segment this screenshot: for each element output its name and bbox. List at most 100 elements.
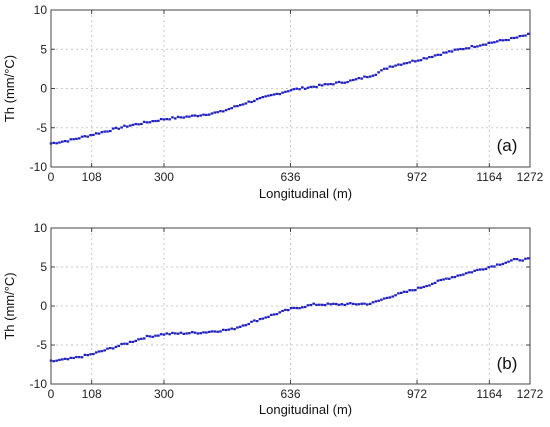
panel-label: (b) — [497, 354, 518, 373]
data-point — [524, 257, 527, 260]
data-point — [380, 298, 383, 301]
data-point — [193, 114, 197, 117]
data-point — [123, 342, 126, 345]
data-point — [55, 359, 58, 362]
data-point — [179, 331, 183, 334]
data-point — [123, 124, 126, 127]
data-point — [190, 331, 194, 334]
data-point — [385, 67, 389, 70]
data-point — [168, 118, 171, 121]
data-point — [142, 120, 146, 123]
data-point — [428, 284, 431, 287]
data-point — [60, 140, 64, 143]
data-point — [185, 115, 188, 118]
y-tick-label: 0 — [40, 82, 47, 96]
data-point — [221, 110, 225, 113]
data-point — [306, 304, 310, 307]
data-point — [207, 330, 211, 334]
data-point — [368, 75, 372, 78]
data-point — [445, 51, 448, 54]
data-point — [318, 83, 321, 86]
data-point — [92, 133, 95, 137]
x-tick-label: 972 — [407, 170, 427, 184]
data-point — [103, 130, 106, 133]
data-point — [202, 113, 205, 116]
data-point — [196, 332, 200, 335]
data-point — [397, 292, 400, 295]
y-tick-label: 10 — [34, 221, 48, 235]
data-point — [216, 330, 219, 333]
data-point — [241, 324, 245, 327]
data-point — [165, 332, 169, 335]
data-point — [332, 83, 335, 86]
data-point — [238, 325, 242, 328]
data-point — [182, 116, 186, 119]
data-point — [422, 285, 426, 289]
y-tick-label: -10 — [30, 377, 48, 391]
data-point — [292, 306, 296, 309]
data-point — [462, 273, 465, 276]
data-point — [501, 262, 505, 266]
data-point — [391, 295, 395, 298]
data-point — [142, 337, 146, 340]
data-point — [320, 84, 324, 87]
data-point — [253, 99, 256, 103]
data-point — [354, 303, 358, 306]
data-point — [436, 279, 440, 282]
data-point — [89, 353, 92, 356]
data-point — [289, 307, 293, 310]
data-point — [504, 38, 508, 42]
data-point — [224, 109, 228, 112]
data-point — [453, 275, 457, 279]
data-point — [199, 332, 202, 335]
data-point — [295, 87, 299, 90]
data-point — [366, 303, 369, 306]
data-point — [94, 351, 98, 354]
data-point — [137, 123, 140, 126]
y-tick-label: 10 — [34, 3, 48, 17]
data-point — [207, 113, 211, 116]
data-point — [109, 129, 112, 133]
data-point — [148, 335, 152, 338]
data-point — [111, 347, 115, 350]
panel-label: (a) — [497, 136, 518, 155]
data-point — [202, 331, 205, 334]
y-tick-label: -5 — [36, 121, 47, 135]
data-point — [484, 43, 488, 46]
data-point — [233, 105, 236, 108]
data-point — [255, 98, 259, 101]
data-point — [154, 334, 157, 337]
data-point — [368, 302, 372, 305]
data-point — [80, 356, 84, 359]
data-point — [83, 353, 87, 356]
data-point — [481, 43, 485, 46]
data-point — [312, 85, 315, 88]
data-point — [72, 138, 75, 141]
data-point — [216, 111, 219, 114]
data-point — [278, 311, 282, 314]
data-point — [66, 140, 70, 143]
data-point — [453, 48, 457, 51]
data-point — [264, 316, 267, 319]
data-point — [425, 57, 428, 60]
panel-b: 0 108 300 636 972 1164 1272 10 5 0 -5 -10 Longitudin… — [2, 221, 544, 417]
data-point — [334, 302, 338, 306]
data-point — [470, 44, 474, 48]
data-point — [445, 277, 448, 280]
data-point — [295, 306, 299, 310]
data-point — [179, 116, 183, 119]
data-point — [86, 135, 90, 138]
data-point — [416, 286, 420, 289]
data-point — [227, 328, 231, 331]
data-point — [148, 121, 152, 124]
data-point — [318, 303, 321, 306]
x-tick-label: 1272 — [517, 170, 544, 184]
data-point — [391, 65, 395, 68]
data-point — [399, 291, 403, 294]
data-point — [312, 302, 315, 305]
data-point — [125, 125, 129, 128]
data-point — [425, 284, 428, 288]
data-point — [100, 131, 104, 134]
data-point — [190, 114, 194, 117]
data-point — [134, 122, 138, 126]
